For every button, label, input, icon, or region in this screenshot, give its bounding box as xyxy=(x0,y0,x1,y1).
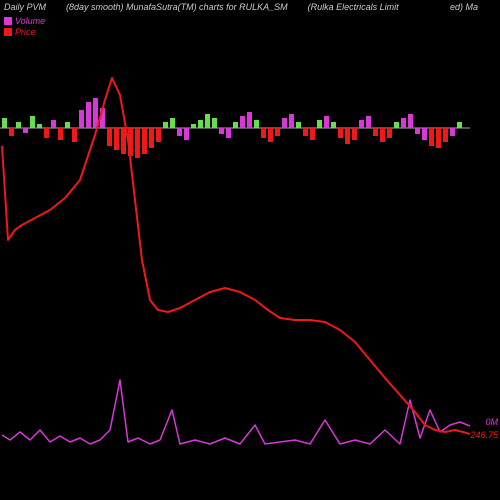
chart-canvas xyxy=(0,0,470,500)
price-end-label: 246.75 xyxy=(470,430,498,440)
volume-end-label: 0M xyxy=(485,417,498,427)
